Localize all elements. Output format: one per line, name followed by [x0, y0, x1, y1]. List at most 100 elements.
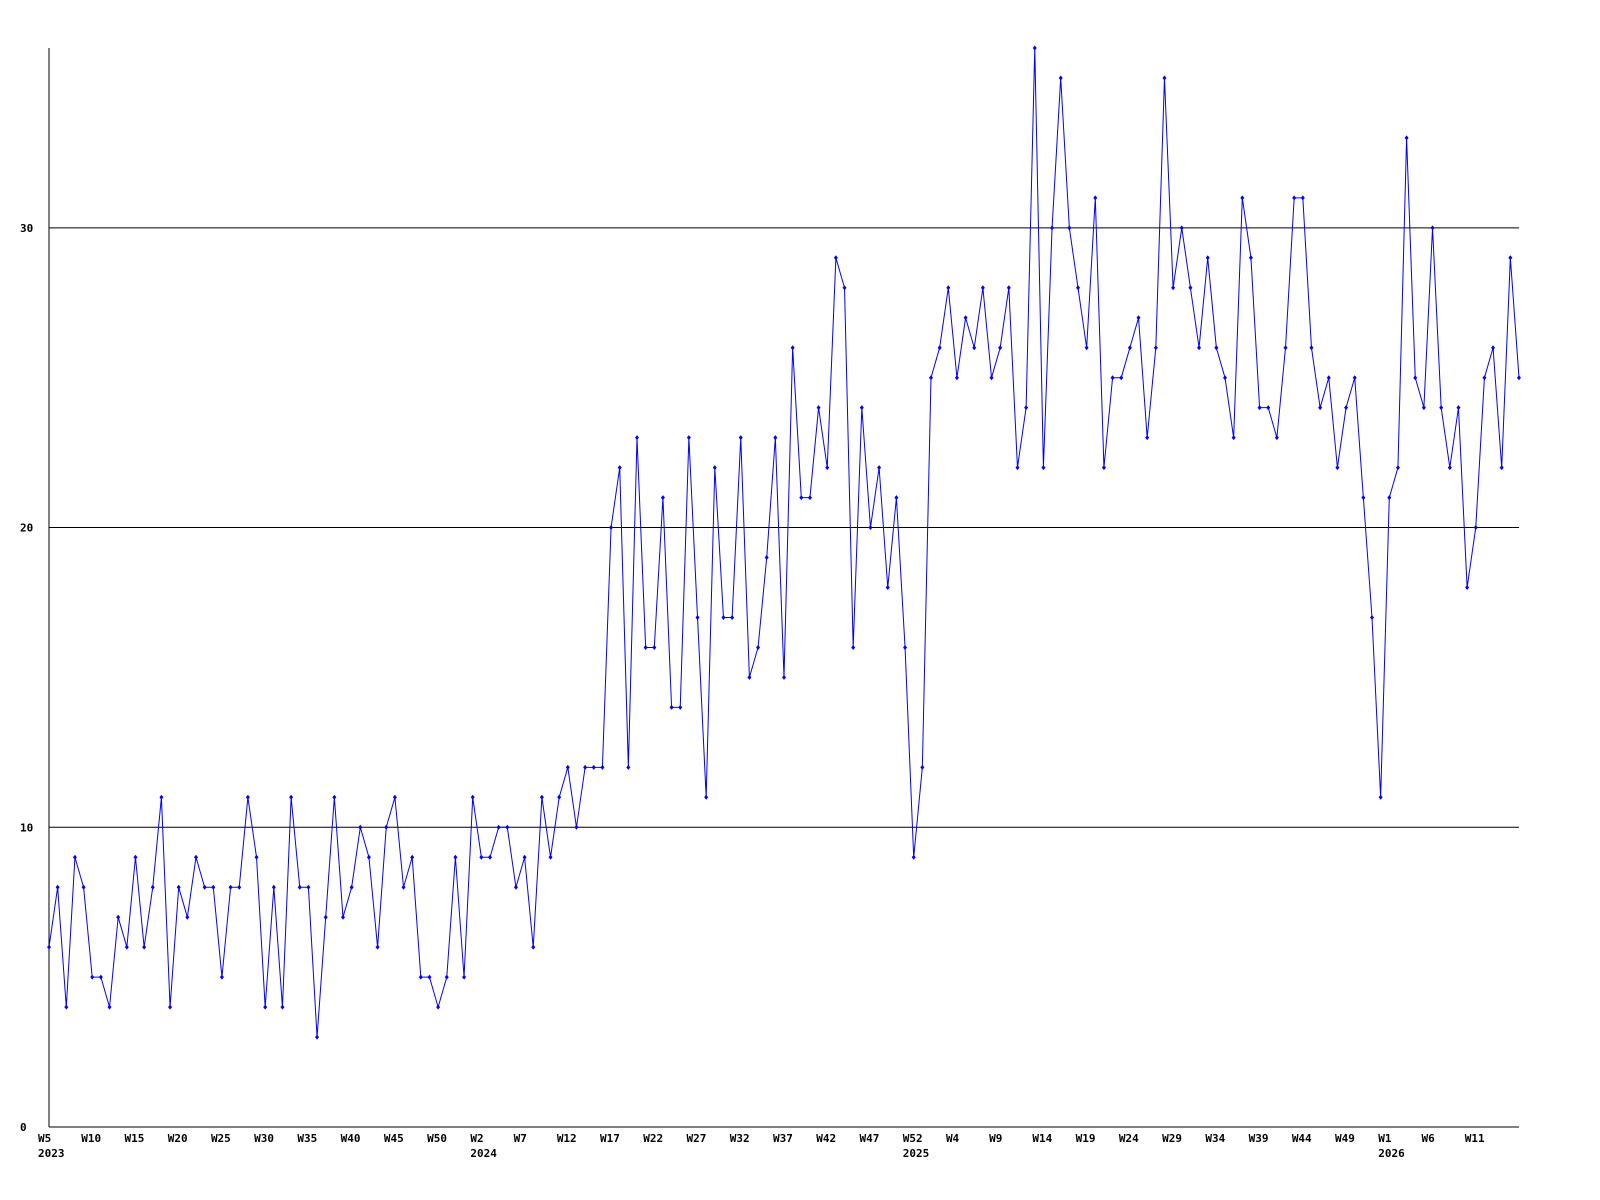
point [1292, 195, 1297, 201]
point [591, 764, 596, 770]
x-tick-label: W2 [470, 1132, 483, 1145]
point [799, 495, 804, 501]
point [297, 884, 302, 890]
point [237, 884, 242, 890]
point [972, 345, 977, 351]
point [1344, 405, 1349, 411]
x-tick-label: W5 [38, 1132, 51, 1145]
point [920, 764, 925, 770]
x-tick-label: W42 [816, 1132, 836, 1145]
point [747, 674, 752, 680]
x-tick-label: W4 [946, 1132, 960, 1145]
point [851, 644, 856, 650]
point [1223, 375, 1227, 381]
point [1136, 315, 1141, 321]
point [721, 614, 726, 620]
point [756, 644, 761, 650]
point [859, 405, 864, 411]
point [1076, 285, 1080, 291]
point [1395, 465, 1400, 471]
point [176, 884, 181, 890]
point [1127, 345, 1132, 351]
point [1153, 345, 1158, 351]
point [427, 974, 432, 980]
point [81, 884, 86, 890]
point [1240, 195, 1245, 201]
point [946, 285, 951, 291]
point [479, 854, 484, 860]
point [790, 345, 795, 351]
point [1283, 345, 1288, 351]
point [652, 644, 657, 650]
point [617, 465, 622, 471]
point [980, 285, 985, 291]
point [678, 704, 683, 710]
point [315, 1034, 320, 1040]
x-tick-label: W11 [1465, 1132, 1485, 1145]
point [1517, 375, 1521, 381]
x-year-label: 2024 [470, 1147, 497, 1160]
point [712, 465, 717, 471]
point [1093, 195, 1098, 201]
x-tick-label: W19 [1076, 1132, 1096, 1145]
point [1119, 375, 1124, 381]
point [1101, 465, 1106, 471]
point [1335, 465, 1340, 471]
point [1309, 345, 1314, 351]
point [565, 764, 570, 770]
y-tick-label: 0 [20, 1121, 27, 1134]
point [513, 884, 518, 890]
point [833, 255, 838, 261]
point [894, 495, 899, 501]
point [609, 525, 614, 531]
x-tick-label: W29 [1162, 1132, 1182, 1145]
point [228, 884, 233, 890]
point [842, 285, 847, 291]
point [885, 585, 890, 590]
point [816, 405, 821, 411]
point [669, 704, 674, 710]
point [444, 974, 449, 980]
point [600, 764, 605, 770]
point [133, 854, 138, 860]
point [1387, 495, 1392, 501]
point [1050, 225, 1055, 231]
point [1006, 285, 1011, 291]
point [954, 375, 959, 381]
point [782, 674, 786, 680]
point [1508, 255, 1513, 261]
point [116, 914, 121, 920]
point [185, 914, 190, 920]
point [496, 824, 501, 830]
point [1214, 345, 1219, 351]
y-tick-label: 30 [20, 222, 33, 235]
x-tick-label: W32 [730, 1132, 750, 1145]
point [142, 944, 147, 950]
point [349, 884, 354, 890]
x-tick-label: W15 [124, 1132, 144, 1145]
x-tick-label: W50 [427, 1132, 447, 1145]
y-tick-label: 10 [20, 821, 33, 834]
point [1456, 405, 1461, 411]
point [47, 944, 51, 950]
point [1473, 525, 1478, 531]
x-tick-label: W6 [1422, 1132, 1436, 1145]
x-tick-label: W30 [254, 1132, 274, 1145]
point [660, 495, 665, 501]
point [1024, 405, 1029, 411]
point [55, 884, 60, 890]
x-tick-label: W34 [1205, 1132, 1225, 1145]
x-tick-label: W37 [773, 1132, 793, 1145]
point [807, 495, 812, 501]
point [453, 854, 458, 860]
x-tick-label: W17 [600, 1132, 620, 1145]
y-tick-label: 20 [20, 522, 33, 535]
x-tick-label: W44 [1292, 1132, 1312, 1145]
point [1378, 794, 1383, 800]
point [1404, 135, 1409, 141]
point [436, 1004, 441, 1010]
x-tick-label: W12 [557, 1132, 577, 1145]
point [557, 794, 562, 800]
point [124, 944, 129, 950]
